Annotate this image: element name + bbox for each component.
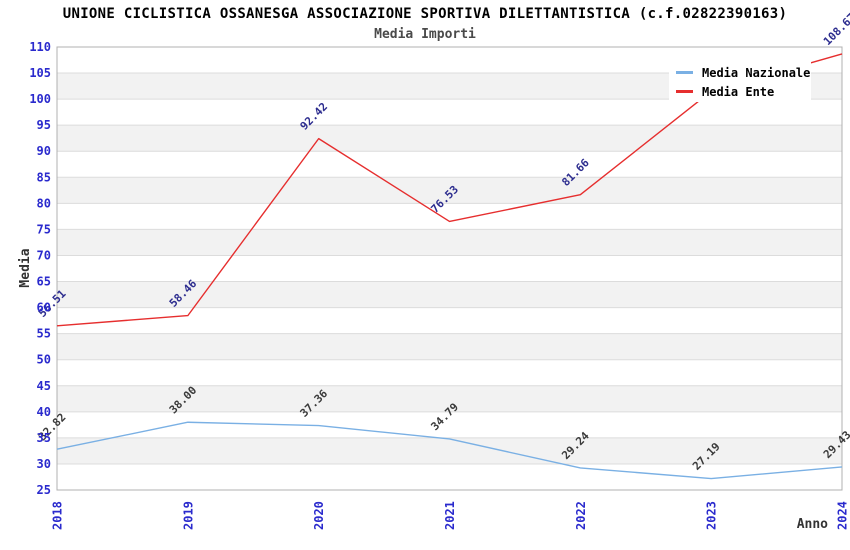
chart-subtitle: Media Importi [374, 27, 476, 42]
y-tick-label: 95 [37, 118, 51, 132]
y-tick-label: 105 [29, 66, 51, 80]
legend-item-media-nazionale: Media Nazionale [676, 63, 811, 82]
y-tick-label: 75 [37, 222, 51, 236]
chart-title: UNIONE CICLISTICA OSSANESGA ASSOCIAZIONE… [62, 6, 788, 22]
legend-item-media-ente: Media Ente [676, 82, 811, 101]
legend: Media Nazionale Media Ente [669, 57, 811, 102]
y-axis-title: Media [18, 248, 33, 287]
x-tick-label: 2024 [836, 501, 850, 530]
plot-band [57, 229, 842, 256]
plot-band [57, 203, 842, 230]
media-ente-line-swatch [676, 90, 693, 93]
y-tick-label: 85 [37, 170, 51, 184]
y-tick-label: 65 [37, 275, 51, 289]
plot-band [57, 411, 842, 438]
x-tick-label: 2022 [574, 501, 588, 530]
y-tick-label: 100 [29, 92, 51, 106]
plot-bands [57, 47, 842, 490]
plot-band [57, 437, 842, 464]
y-tick-label: 45 [37, 379, 51, 393]
x-axis-title: Anno [797, 517, 828, 532]
plot-band [57, 255, 842, 282]
axis-tick-labels: 1101051009590858075706560555045403530252… [29, 40, 849, 530]
plot-band [57, 151, 842, 178]
plot-band [57, 307, 842, 334]
y-tick-label: 55 [37, 327, 51, 341]
y-tick-label: 110 [29, 40, 51, 54]
plot-band [57, 99, 842, 126]
legend-label-media-nazionale: Media Nazionale [702, 65, 811, 80]
plot-band [57, 333, 842, 360]
plot-band [57, 125, 842, 152]
y-tick-label: 40 [37, 405, 51, 419]
y-tick-label: 80 [37, 196, 51, 210]
x-tick-label: 2023 [705, 501, 719, 530]
plot-band [57, 463, 842, 490]
x-tick-label: 2021 [443, 501, 457, 530]
y-tick-label: 50 [37, 353, 51, 367]
x-tick-label: 2018 [51, 501, 65, 530]
legend-label-media-ente: Media Ente [702, 84, 775, 99]
plot-border [56, 46, 843, 491]
plot-band [57, 177, 842, 204]
y-tick-label: 35 [37, 431, 51, 445]
plot-band [57, 359, 842, 386]
series-line-media-nazionale [56, 421, 843, 480]
plot-band [57, 281, 842, 308]
media-nazionale-line-swatch [676, 71, 693, 74]
y-tick-label: 60 [37, 301, 51, 315]
y-tick-label: 70 [37, 248, 51, 262]
x-tick-label: 2019 [181, 501, 195, 530]
plot-band [57, 385, 842, 412]
x-tick-label: 2020 [312, 501, 326, 530]
y-tick-label: 25 [37, 483, 51, 497]
y-tick-label: 90 [37, 144, 51, 158]
gridlines [56, 46, 843, 491]
y-tick-label: 30 [37, 457, 51, 471]
